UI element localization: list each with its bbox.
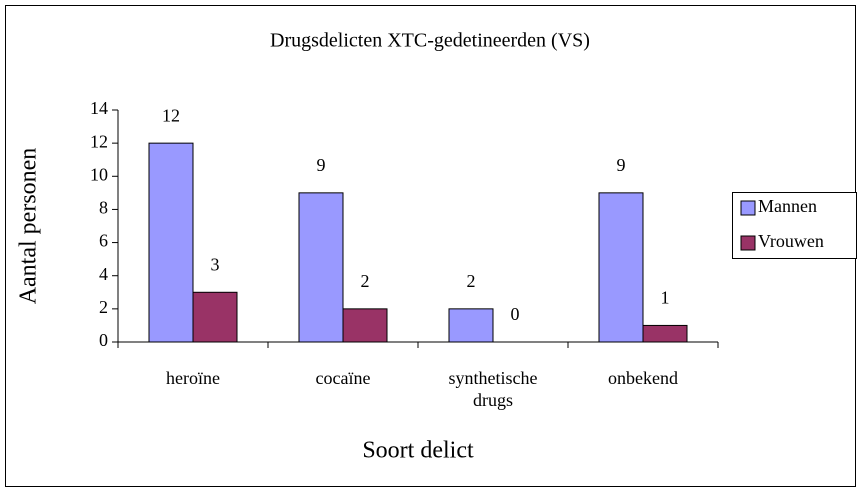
y-tick-label: 0 bbox=[99, 330, 108, 350]
data-label: 9 bbox=[317, 155, 326, 175]
data-label: 0 bbox=[511, 304, 520, 324]
x-tick-label: cocaïne bbox=[315, 368, 371, 388]
bar bbox=[598, 192, 644, 343]
bar bbox=[342, 308, 388, 343]
bar bbox=[192, 291, 238, 343]
y-tick-label: 10 bbox=[90, 164, 108, 184]
data-label: 2 bbox=[361, 271, 370, 291]
data-label: 9 bbox=[617, 155, 626, 175]
y-tick-label: 8 bbox=[99, 198, 108, 218]
chart-border bbox=[5, 5, 856, 487]
data-label: 12 bbox=[162, 105, 180, 125]
data-label: 1 bbox=[661, 288, 670, 308]
y-tick-label: 2 bbox=[99, 297, 108, 317]
x-tick-label: onbekend bbox=[608, 368, 678, 388]
data-label: 2 bbox=[467, 271, 476, 291]
bar bbox=[448, 308, 494, 343]
bar bbox=[148, 142, 194, 343]
bar bbox=[298, 192, 344, 343]
legend-label: Vrouwen bbox=[758, 231, 824, 251]
y-tick-label: 12 bbox=[90, 131, 108, 151]
chart-title: Drugsdelicten XTC-gedetineerden (VS) bbox=[270, 30, 590, 52]
x-tick-label: heroïne bbox=[166, 368, 220, 388]
bar bbox=[642, 324, 688, 343]
data-label: 3 bbox=[211, 254, 220, 274]
y-tick-label: 14 bbox=[90, 98, 108, 118]
x-axis-label: Soort delict bbox=[362, 438, 474, 464]
legend-swatch bbox=[740, 200, 756, 216]
legend-swatch bbox=[740, 235, 756, 251]
legend-label: Mannen bbox=[758, 196, 817, 216]
x-tick-label: synthetische drugs bbox=[448, 368, 538, 410]
y-axis-label: Aantal personen bbox=[16, 148, 42, 305]
y-tick-label: 6 bbox=[99, 231, 108, 251]
y-tick-label: 4 bbox=[99, 264, 108, 284]
